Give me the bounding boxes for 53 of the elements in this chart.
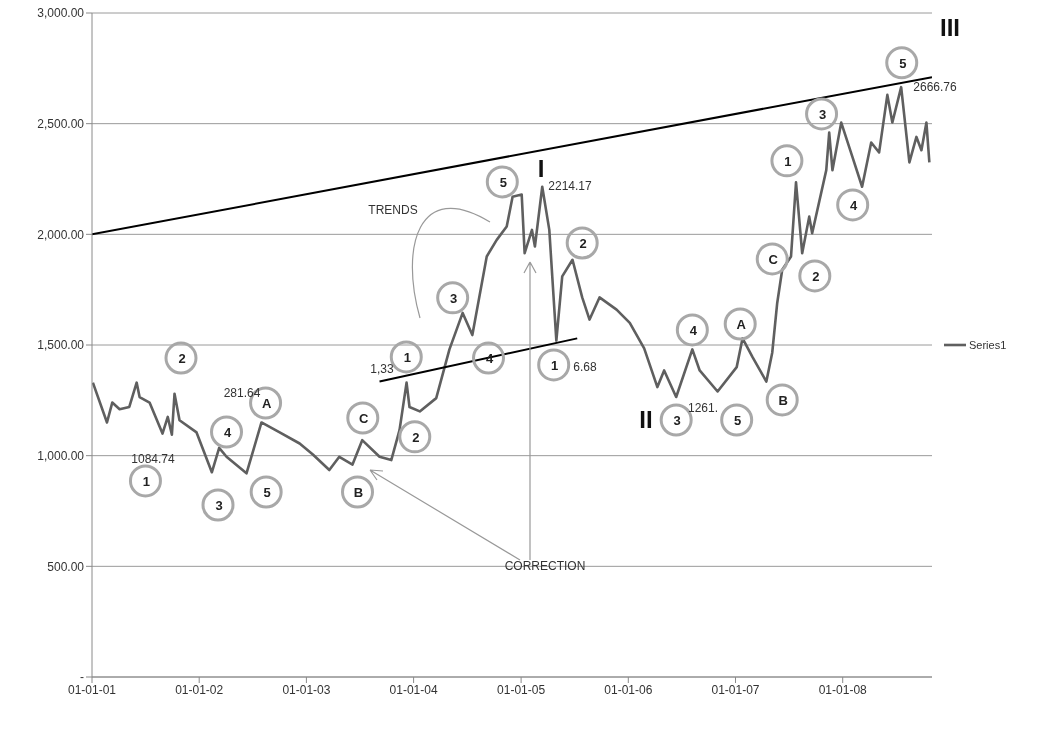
annotation: C — [359, 411, 370, 427]
annotation: 2 — [178, 351, 186, 367]
x-tick-label: 01-01-02 — [175, 682, 224, 697]
text: III — [939, 14, 961, 41]
legend-label: Series1 — [969, 339, 1007, 351]
annotation: 1261. — [687, 401, 719, 415]
annotation: 2214.17 — [548, 179, 593, 193]
y-tick-label: 2,000.00 — [37, 227, 85, 242]
annotation: A — [261, 395, 272, 411]
y-tick-label: 500.00 — [47, 559, 85, 574]
annotation: 1 — [403, 349, 411, 365]
annotation: A — [736, 316, 747, 332]
annotation: 5 — [899, 55, 907, 71]
annotation: 3 — [215, 498, 223, 514]
annotation: 281.64 — [223, 386, 261, 400]
y-tick-label: 1,500.00 — [37, 338, 85, 353]
annotation: 1,33 — [370, 362, 394, 376]
annotation: 4 — [223, 424, 232, 440]
annotation: 1 — [784, 153, 792, 169]
annotation: 4 — [850, 197, 859, 213]
annotation: 5 — [499, 174, 507, 190]
annotation: CORRECTION — [504, 559, 586, 573]
annotation: 3 — [673, 413, 681, 429]
x-tick-label: 01-01-01 — [67, 682, 117, 697]
annotation: 2 — [412, 429, 420, 445]
y-tick-label: 1,000.00 — [37, 448, 85, 463]
annotation: 6.68 — [573, 360, 597, 374]
y-tick-label: - — [80, 670, 84, 685]
x-tick-label: 01-01-08 — [818, 682, 868, 697]
y-tick-label: 3,000.00 — [37, 6, 85, 21]
annotation: 2 — [579, 235, 587, 251]
y-tick-label: 2,500.00 — [37, 116, 85, 131]
annotation: 2666.76 — [913, 80, 958, 94]
annotation: II — [639, 406, 653, 433]
annotation: B — [778, 392, 788, 408]
x-tick-label: 01-01-03 — [282, 682, 331, 697]
x-tick-label: 01-01-05 — [497, 682, 546, 697]
annotation: I — [537, 155, 545, 182]
annotation: 4 — [689, 322, 698, 338]
annotation: 5 — [263, 484, 271, 500]
annotation: TRENDS — [368, 203, 418, 217]
annotation: 5 — [734, 413, 742, 429]
annotation: 3 — [450, 290, 458, 306]
annotation: 3 — [818, 106, 827, 122]
annotation: B — [353, 484, 364, 500]
annotation: C — [768, 251, 779, 267]
annotation: 1 — [551, 357, 559, 373]
x-tick-label: 01-01-07 — [711, 682, 760, 697]
x-tick-label: 01-01-06 — [604, 682, 653, 697]
annotation: 2 — [812, 268, 820, 284]
annotation: 1084.74 — [131, 452, 176, 466]
x-tick-label: 01-01-04 — [389, 682, 438, 697]
annotation: 1 — [142, 473, 151, 489]
